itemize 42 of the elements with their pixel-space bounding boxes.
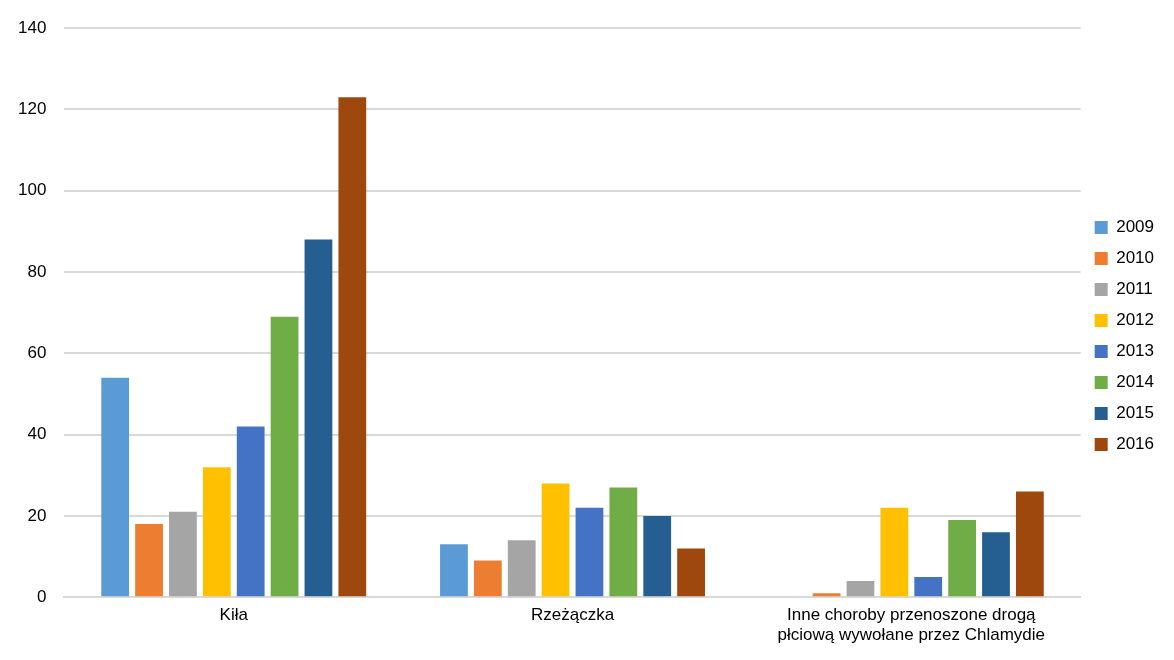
bar — [440, 544, 468, 597]
bar — [643, 515, 672, 597]
bar — [473, 560, 502, 597]
legend-label: 2012 — [1116, 310, 1155, 330]
bar — [677, 548, 705, 597]
legend-label: 2015 — [1116, 403, 1155, 423]
bar — [1015, 491, 1044, 597]
legend-label: 2014 — [1116, 372, 1155, 392]
bar — [846, 580, 875, 597]
legend-label: 2016 — [1116, 434, 1155, 454]
bar — [948, 519, 976, 597]
y-tick-label: 20 — [27, 505, 47, 525]
bar — [880, 507, 909, 597]
bar — [338, 97, 367, 597]
bar — [507, 540, 536, 597]
legend-label: 2013 — [1116, 341, 1155, 361]
bar — [169, 511, 197, 597]
x-tick-label: Rzeżączka — [530, 605, 615, 625]
y-tick-label: 120 — [17, 99, 47, 119]
y-tick-label: 140 — [17, 17, 47, 37]
x-tick-label: Kiła — [219, 605, 249, 625]
bar — [304, 239, 333, 597]
y-tick-label: 60 — [27, 343, 47, 363]
y-tick-label: 80 — [27, 261, 47, 281]
legend-label: 2010 — [1116, 248, 1155, 268]
legend-label: 2011 — [1116, 279, 1153, 299]
y-tick-label: 100 — [17, 180, 47, 200]
x-tick-label: Inne choroby przenoszone drogą płciową wywołane przez Chlamydie — [777, 605, 1045, 645]
bar — [101, 377, 130, 597]
bar — [236, 426, 265, 597]
bar — [135, 524, 163, 597]
y-tick-label: 0 — [36, 586, 47, 606]
y-tick-label: 40 — [27, 424, 47, 444]
bar — [541, 483, 570, 597]
bar — [270, 316, 299, 597]
legend-label: 2009 — [1116, 217, 1155, 237]
bar — [575, 507, 604, 597]
bar — [609, 487, 638, 597]
bar — [914, 576, 943, 597]
bar — [982, 532, 1010, 597]
bar — [202, 467, 231, 597]
bar — [812, 593, 841, 597]
